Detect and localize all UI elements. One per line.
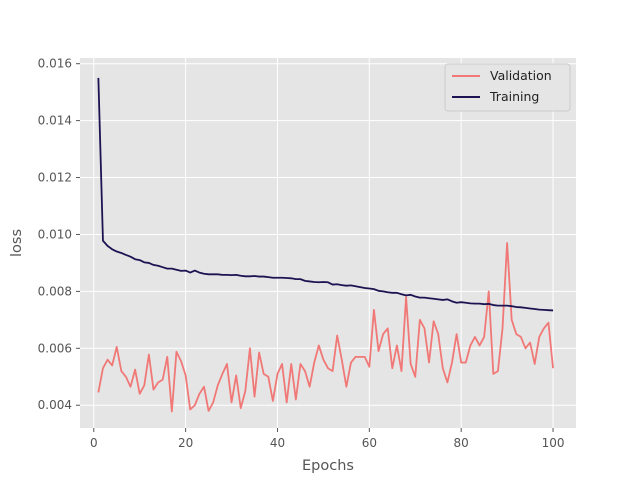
axis-ticks: 0 20 40 60 80 100 0.004 0.006 0.008 0.010 0.012 0.0… [38,57,565,450]
y-tick-label: 0.008 [38,284,72,298]
legend: Validation Training [444,63,571,112]
legend-label-training: Training [489,89,539,104]
series-line-training [97,77,554,312]
y-tick-label: 0.014 [38,114,72,128]
legend-label-validation: Validation [490,68,552,83]
series-lines [97,77,554,413]
x-tick-label: 0 [90,436,98,450]
y-tick-label: 0.012 [38,171,72,185]
y-tick-label: 0.010 [38,227,72,241]
y-tick-label: 0.016 [38,57,72,71]
x-axis-label: Epochs [302,458,354,474]
y-tick-label: 0.004 [38,398,72,412]
y-tick-label: 0.006 [38,341,72,355]
x-tick-label: 20 [178,436,193,450]
x-tick-label: 100 [542,436,565,450]
y-axis-label: loss [9,229,25,257]
x-tick-label: 80 [454,436,469,450]
x-tick-label: 40 [270,436,285,450]
series-line-validation [97,242,554,413]
plot-area [80,58,576,428]
x-tick-label: 60 [362,436,377,450]
